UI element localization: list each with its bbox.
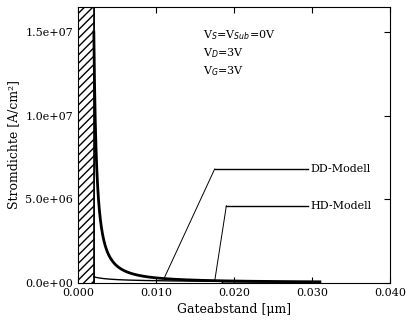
Text: HD-Modell: HD-Modell — [311, 201, 372, 211]
X-axis label: Gateabstand [μm]: Gateabstand [μm] — [177, 303, 291, 316]
Text: V$_S$=V$_{Sub}$=0V
V$_D$=3V
V$_G$=3V: V$_S$=V$_{Sub}$=0V V$_D$=3V V$_G$=3V — [203, 29, 275, 78]
Y-axis label: Stromdichte [A/cm²]: Stromdichte [A/cm²] — [7, 80, 20, 209]
Text: DD-Modell: DD-Modell — [311, 164, 371, 174]
